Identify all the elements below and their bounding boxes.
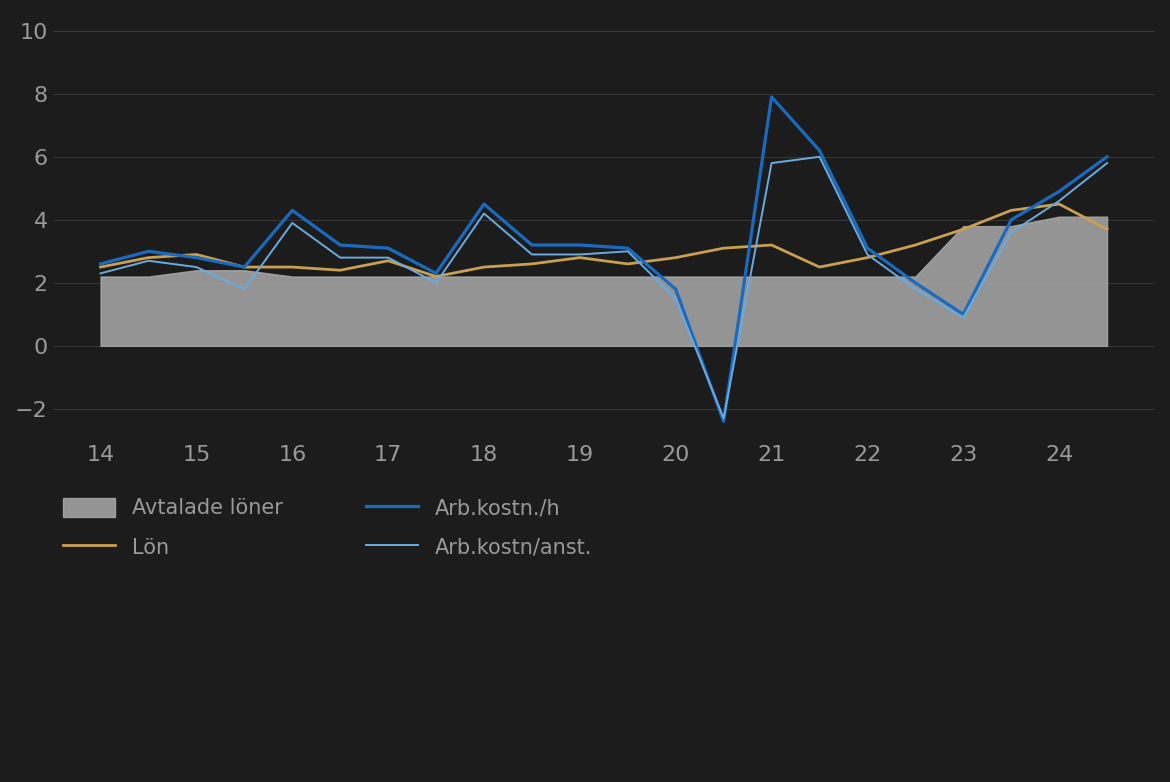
Arb.kostn/anst.: [908, 285, 922, 294]
Arb.kostn./h: [908, 278, 922, 288]
Arb.kostn/anst.: [477, 209, 491, 218]
Lön: [812, 263, 826, 272]
Line: Arb.kostn./h: Arb.kostn./h: [101, 97, 1107, 421]
Lön: [477, 263, 491, 272]
Arb.kostn./h: [1100, 152, 1114, 162]
Arb.kostn/anst.: [1100, 159, 1114, 168]
Line: Arb.kostn/anst.: Arb.kostn/anst.: [101, 157, 1107, 418]
Lön: [1004, 206, 1018, 215]
Lön: [94, 263, 108, 272]
Arb.kostn/anst.: [238, 285, 252, 294]
Lön: [190, 249, 204, 259]
Arb.kostn./h: [525, 240, 539, 249]
Lön: [669, 253, 683, 262]
Arb.kostn/anst.: [429, 278, 443, 288]
Arb.kostn/anst.: [669, 294, 683, 303]
Arb.kostn/anst.: [94, 269, 108, 278]
Arb.kostn./h: [285, 206, 300, 215]
Arb.kostn./h: [716, 417, 730, 426]
Lön: [764, 240, 778, 249]
Arb.kostn/anst.: [860, 249, 874, 259]
Legend: Avtalade löner, Lön, Arb.kostn./h, Arb.kostn/anst.: Avtalade löner, Lön, Arb.kostn./h, Arb.k…: [63, 498, 592, 558]
Lön: [908, 240, 922, 249]
Lön: [956, 224, 970, 234]
Arb.kostn/anst.: [621, 246, 635, 256]
Arb.kostn/anst.: [333, 253, 347, 262]
Arb.kostn./h: [812, 145, 826, 155]
Lön: [1100, 224, 1114, 234]
Lön: [860, 253, 874, 262]
Lön: [238, 263, 252, 272]
Arb.kostn./h: [477, 199, 491, 209]
Arb.kostn./h: [573, 240, 587, 249]
Lön: [285, 263, 300, 272]
Arb.kostn./h: [381, 243, 395, 253]
Lön: [525, 259, 539, 268]
Arb.kostn/anst.: [573, 249, 587, 259]
Arb.kostn./h: [238, 263, 252, 272]
Lön: [716, 243, 730, 253]
Arb.kostn./h: [1004, 215, 1018, 224]
Lön: [333, 266, 347, 275]
Arb.kostn./h: [860, 243, 874, 253]
Lön: [429, 272, 443, 282]
Arb.kostn/anst.: [956, 313, 970, 322]
Arb.kostn./h: [190, 253, 204, 262]
Lön: [381, 256, 395, 265]
Lön: [573, 253, 587, 262]
Arb.kostn/anst.: [142, 256, 156, 265]
Arb.kostn/anst.: [1052, 196, 1066, 206]
Line: Lön: Lön: [101, 204, 1107, 277]
Arb.kostn./h: [764, 92, 778, 102]
Arb.kostn/anst.: [285, 218, 300, 228]
Arb.kostn/anst.: [812, 152, 826, 162]
Arb.kostn./h: [621, 243, 635, 253]
Lön: [621, 259, 635, 268]
Arb.kostn./h: [429, 269, 443, 278]
Arb.kostn/anst.: [190, 263, 204, 272]
Arb.kostn/anst.: [716, 414, 730, 423]
Arb.kostn./h: [669, 285, 683, 294]
Arb.kostn/anst.: [1004, 228, 1018, 237]
Arb.kostn./h: [142, 246, 156, 256]
Arb.kostn./h: [1052, 187, 1066, 196]
Lön: [1052, 199, 1066, 209]
Arb.kostn/anst.: [525, 249, 539, 259]
Arb.kostn/anst.: [764, 159, 778, 168]
Arb.kostn/anst.: [381, 253, 395, 262]
Arb.kostn./h: [333, 240, 347, 249]
Arb.kostn./h: [956, 310, 970, 319]
Lön: [142, 253, 156, 262]
Arb.kostn./h: [94, 259, 108, 268]
